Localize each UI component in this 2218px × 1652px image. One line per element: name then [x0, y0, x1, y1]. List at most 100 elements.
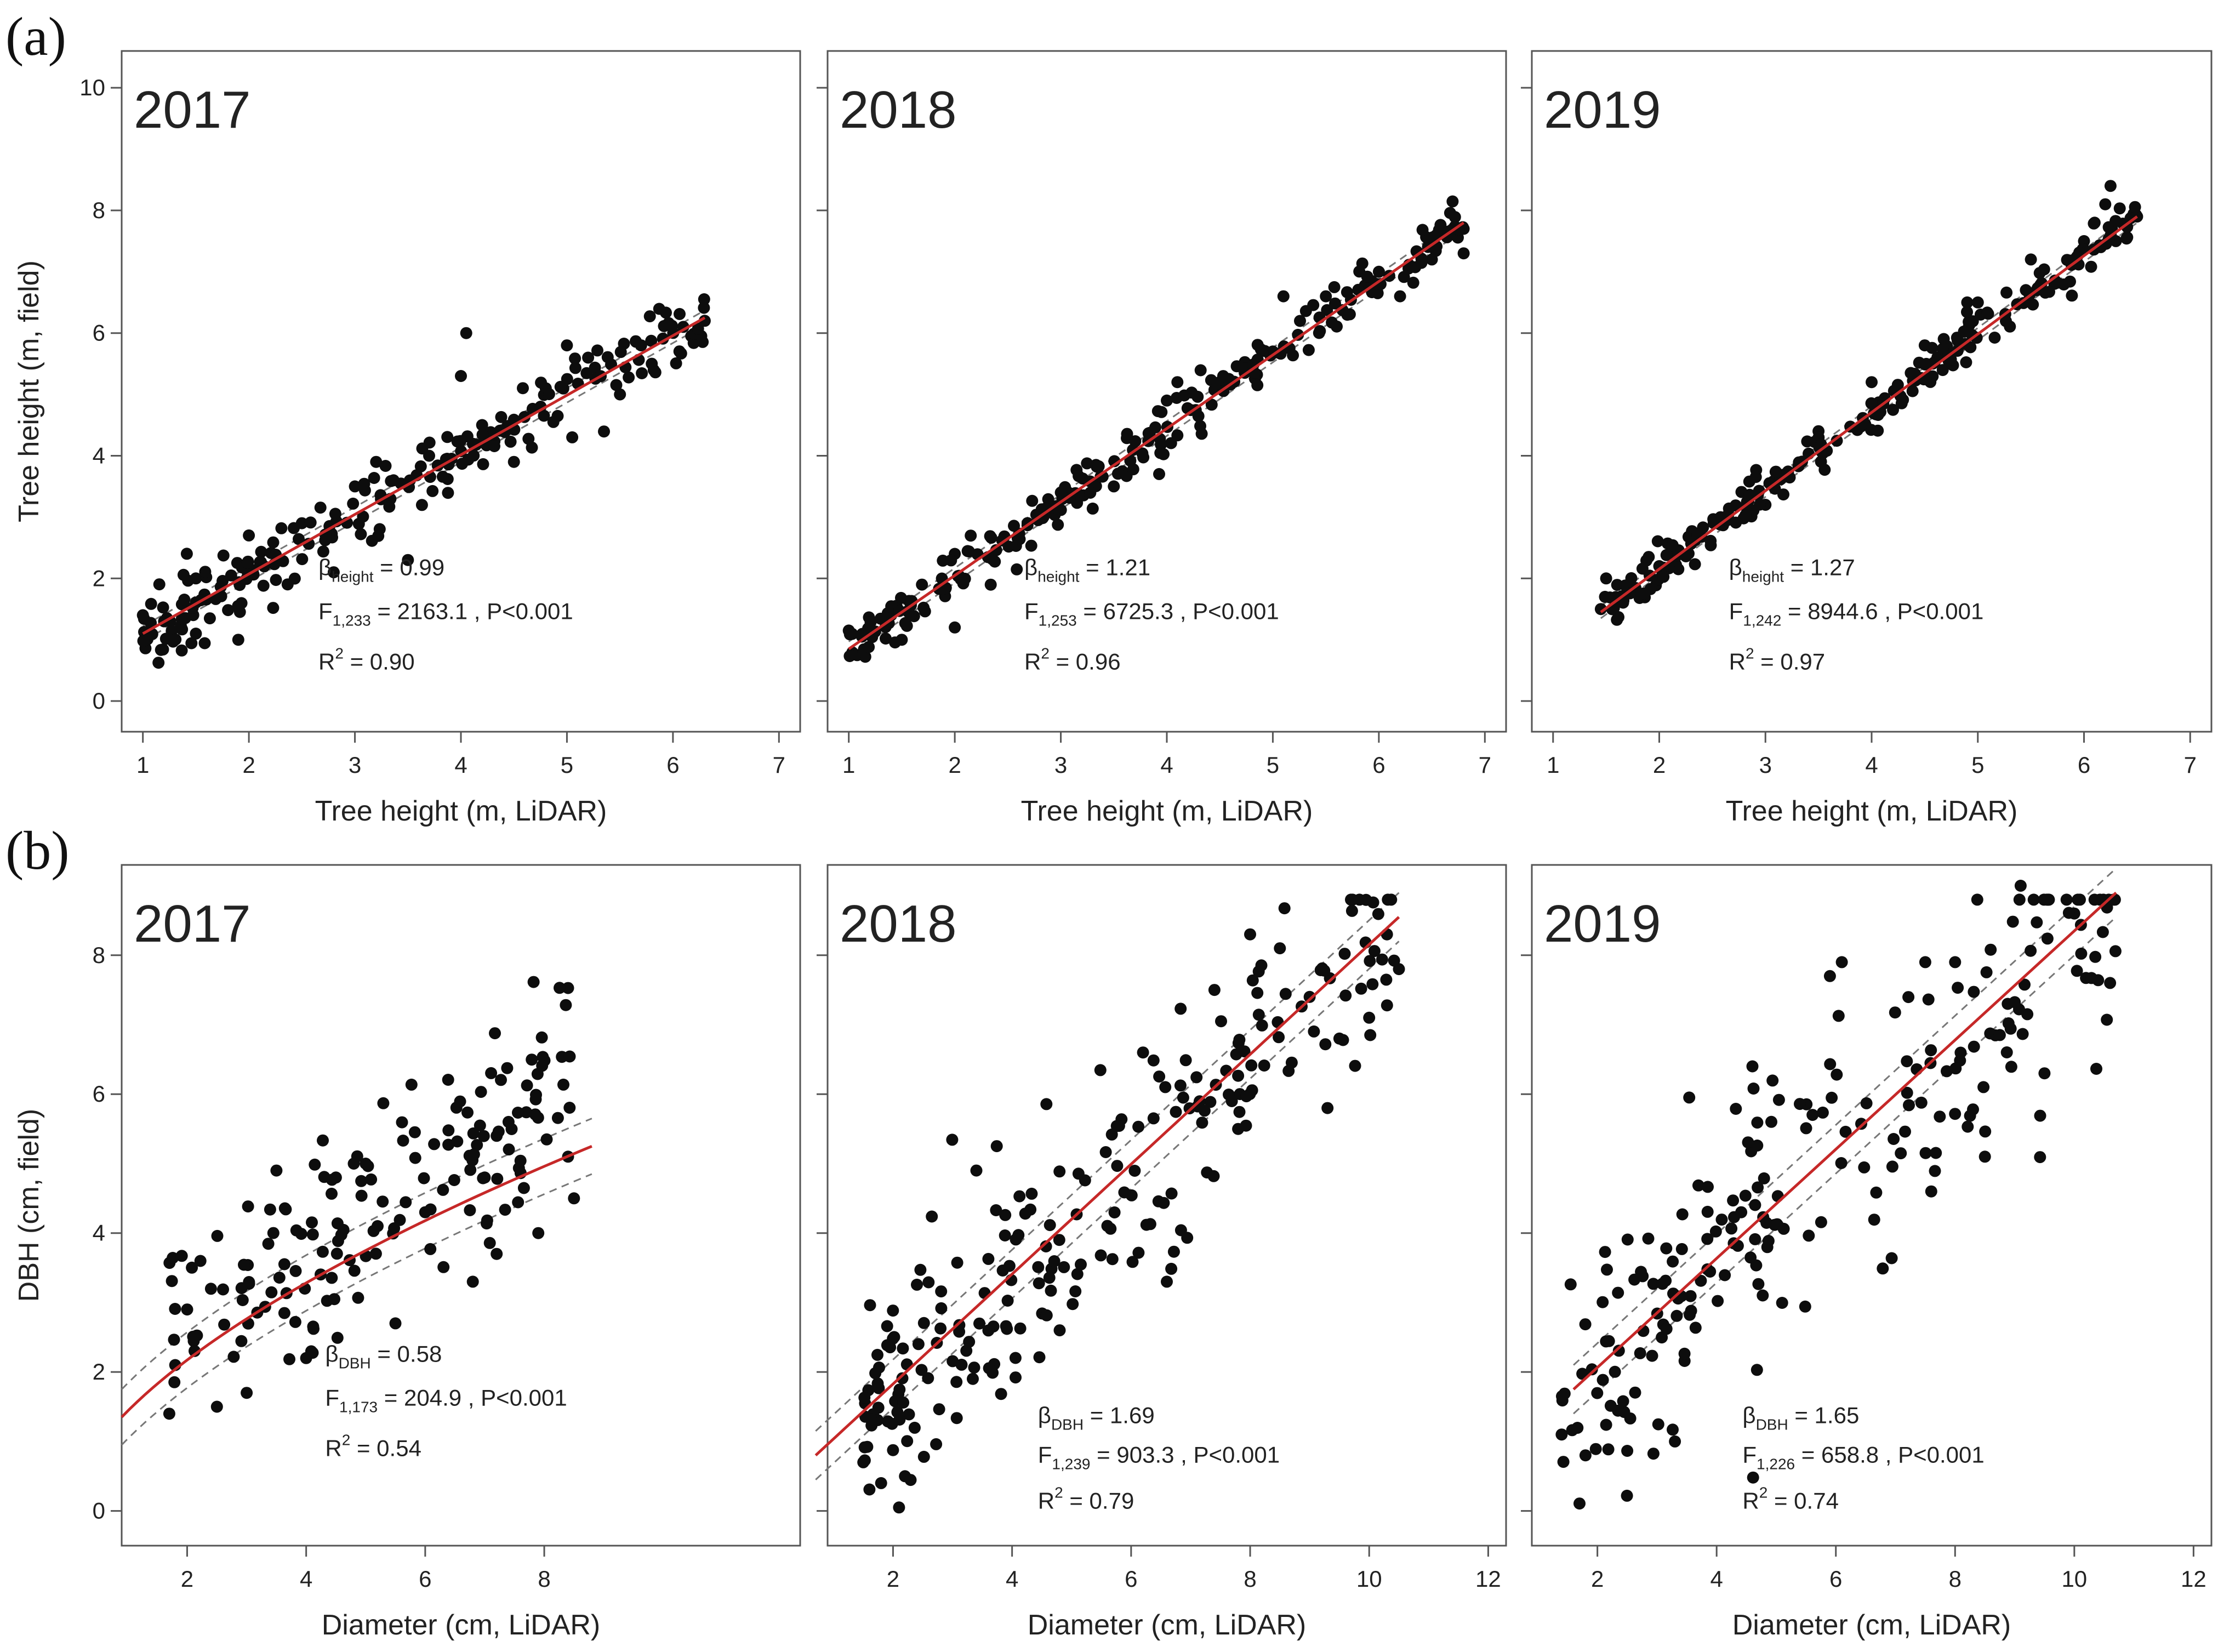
stat-r-squared: R2 = 0.54 — [325, 1432, 421, 1461]
data-point — [1870, 1186, 1883, 1199]
stat-subscript: height — [1742, 568, 1784, 585]
data-point — [1153, 468, 1165, 480]
row-label-a: (a) — [5, 6, 66, 67]
data-point — [388, 1222, 401, 1234]
data-point — [1962, 1120, 1974, 1133]
data-point — [2089, 950, 2102, 963]
data-point — [362, 1160, 374, 1172]
data-point — [477, 1172, 489, 1184]
data-point — [464, 1204, 476, 1216]
stat-value: = 1.21 — [1079, 554, 1150, 580]
x-tick-label: 2 — [1591, 1566, 1604, 1592]
data-point — [1751, 1364, 1763, 1376]
x-tick-label: 6 — [1829, 1566, 1842, 1592]
data-point — [1355, 982, 1367, 995]
data-point — [1174, 1079, 1187, 1092]
stat-subscript: DBH — [1756, 1416, 1788, 1433]
data-point — [1019, 1207, 1031, 1220]
data-point — [1339, 989, 1352, 1002]
data-point — [402, 554, 414, 566]
data-point — [1612, 1345, 1625, 1357]
stat-beta: βheight = 0.99 — [318, 554, 444, 585]
data-point — [1761, 1241, 1774, 1254]
data-point — [1739, 1189, 1752, 1202]
data-point — [875, 1477, 887, 1489]
data-point — [1368, 945, 1381, 958]
data-point — [306, 1216, 318, 1229]
stat-subscript: 1,233 — [333, 612, 371, 629]
data-point — [1205, 398, 1218, 411]
data-point — [1053, 1165, 1066, 1178]
x-axis-title: Diameter (cm, LiDAR) — [1028, 1609, 1307, 1641]
data-point — [499, 1204, 511, 1216]
data-point — [1416, 224, 1429, 236]
data-point — [1831, 1068, 1843, 1081]
data-point — [415, 499, 428, 511]
x-tick-label: 6 — [419, 1566, 431, 1592]
data-point — [1752, 1181, 1764, 1194]
data-point — [1045, 1284, 1057, 1297]
data-point — [456, 458, 469, 470]
data-point — [1754, 498, 1766, 511]
data-point — [1171, 376, 1184, 389]
data-point — [235, 1335, 248, 1347]
data-point — [1993, 1029, 2006, 1041]
stat-value: = 903.3 , P<0.001 — [1091, 1442, 1280, 1467]
data-point — [886, 1417, 898, 1430]
data-point — [1223, 1089, 1235, 1101]
data-point — [1660, 549, 1673, 561]
x-axis-title: Diameter (cm, LiDAR) — [322, 1609, 601, 1641]
data-point — [887, 1444, 899, 1456]
data-point — [1075, 1258, 1087, 1271]
data-point — [967, 1372, 979, 1385]
data-point — [1564, 1278, 1577, 1291]
data-point — [448, 1174, 460, 1186]
data-point — [186, 1261, 198, 1274]
data-point — [1380, 973, 1393, 986]
data-point — [409, 1152, 421, 1164]
data-point — [352, 1291, 364, 1304]
data-point — [1647, 1448, 1660, 1460]
y-tick-label: 4 — [93, 442, 105, 468]
data-point — [1011, 563, 1023, 576]
data-point — [1053, 1324, 1066, 1337]
data-point — [2074, 893, 2086, 906]
data-point — [352, 517, 365, 530]
data-point — [1314, 325, 1326, 337]
data-point — [512, 1107, 524, 1119]
data-point — [1449, 211, 1461, 223]
data-point — [1349, 1059, 1361, 1072]
data-point — [1988, 332, 2001, 344]
data-point — [1855, 1118, 1867, 1130]
y-tick-label: 10 — [79, 75, 105, 100]
data-point — [1919, 1147, 1932, 1159]
data-point — [281, 578, 294, 591]
data-point — [190, 628, 202, 640]
data-point — [1676, 1208, 1689, 1221]
data-point — [1073, 470, 1085, 482]
data-point — [653, 303, 665, 315]
data-point — [1747, 1471, 1759, 1484]
data-point — [990, 544, 1002, 556]
data-point — [527, 976, 540, 988]
data-point — [968, 1362, 980, 1374]
data-point — [1824, 1058, 1837, 1070]
data-point — [2000, 1046, 2013, 1058]
data-point — [355, 1175, 368, 1187]
data-point — [1364, 955, 1376, 967]
data-point — [1108, 1206, 1121, 1218]
regression-line — [121, 1144, 592, 1419]
data-point — [522, 432, 535, 445]
data-point — [355, 1189, 368, 1202]
data-point — [2088, 893, 2101, 906]
data-point — [1446, 195, 1459, 208]
data-point — [278, 1258, 290, 1271]
data-point — [1014, 1322, 1027, 1335]
data-point — [1897, 394, 1909, 406]
data-point — [1118, 1186, 1131, 1199]
data-point — [995, 1388, 1007, 1400]
data-point — [316, 1245, 329, 1258]
data-point — [505, 1123, 518, 1135]
data-point — [1719, 1269, 1731, 1281]
data-point — [1709, 1225, 1722, 1238]
